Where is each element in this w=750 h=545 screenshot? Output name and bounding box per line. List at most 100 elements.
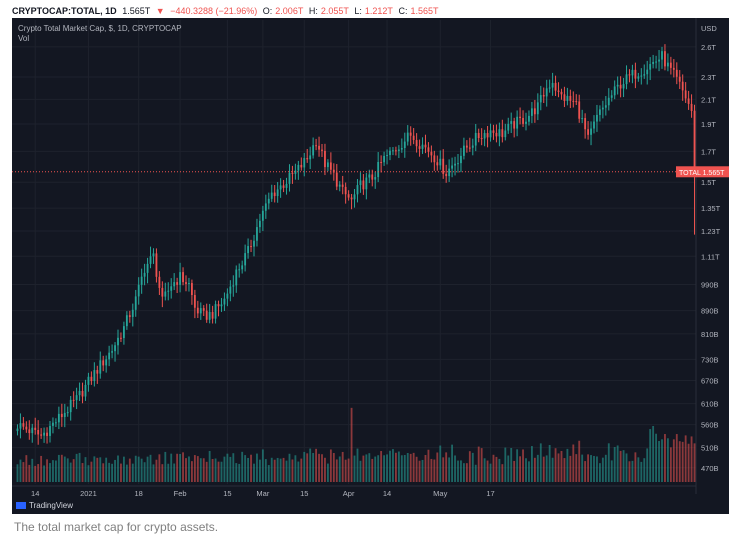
volume-bar — [137, 456, 140, 482]
candle-body — [185, 282, 187, 284]
volume-bar — [681, 441, 684, 482]
candle-body — [421, 144, 424, 149]
candle-body — [442, 158, 445, 174]
candle-body — [616, 84, 619, 87]
y-tick-label: 1.11T — [701, 252, 720, 261]
volume-bar — [664, 434, 666, 482]
volume-bar — [214, 458, 217, 482]
volume-bar — [471, 452, 474, 482]
candle-body — [471, 145, 474, 148]
volume-bar — [353, 455, 356, 482]
y-tick-label: 2.1T — [701, 95, 716, 104]
volume-bar — [63, 456, 66, 482]
volume-bar — [232, 453, 235, 482]
volume-bar — [474, 464, 477, 482]
volume-bar — [60, 454, 63, 482]
volume-bar — [575, 454, 578, 482]
candle-body — [566, 95, 569, 102]
volume-bar — [226, 453, 229, 482]
candle-body — [646, 69, 649, 75]
volume-bar — [507, 455, 510, 482]
volume-bar — [489, 463, 492, 482]
volume-bar — [516, 449, 519, 482]
volume-bar — [628, 461, 631, 482]
candle-body — [350, 197, 353, 200]
volume-bar — [451, 444, 454, 482]
volume-bar — [601, 457, 604, 482]
volume-bar — [409, 453, 412, 482]
volume-bar — [495, 456, 498, 482]
candle-body — [477, 132, 480, 139]
open-label: O: — [262, 6, 273, 16]
volume-bar — [78, 452, 81, 482]
volume-bar — [57, 454, 60, 482]
time-axis: 14 2021 18 Feb 15 Mar 15 Apr 14 May 17 — [12, 485, 696, 498]
volume-bar — [477, 446, 480, 482]
candle-body — [258, 220, 261, 228]
candle-body — [232, 285, 235, 287]
candle-body — [569, 95, 572, 101]
candle-body — [418, 146, 421, 149]
volume-series — [16, 407, 696, 482]
volume-bar — [356, 448, 359, 482]
y-tick-label: 560B — [701, 421, 719, 430]
volume-bar — [179, 453, 182, 482]
volume-bar — [309, 448, 312, 482]
volume-bar — [616, 445, 619, 482]
candle-body — [474, 132, 477, 146]
volume-bar — [134, 455, 137, 482]
volume-bar — [604, 454, 607, 482]
low-label: L: — [354, 6, 362, 16]
candle-body — [300, 164, 303, 168]
volume-bar — [155, 459, 158, 482]
candle-body — [96, 370, 99, 374]
last-price-tag — [676, 166, 729, 178]
candle-body — [548, 87, 551, 89]
volume-bar — [285, 460, 288, 482]
candle-body — [318, 145, 320, 150]
volume-bar — [513, 460, 516, 482]
candle-body — [536, 102, 539, 115]
candle-body — [504, 130, 507, 138]
y-tick-label: 610B — [701, 400, 719, 409]
candle-body — [223, 298, 226, 305]
volume-bar — [383, 455, 386, 482]
candle-body — [664, 51, 666, 67]
candle-body — [78, 390, 81, 396]
candle-body — [383, 155, 386, 163]
candlestick-chart[interactable]: 2.6T 2.3T 2.1T 1.9T 1.7T 1.5T 1.35T 1.23T 1.11T 9… — [12, 4, 729, 514]
volume-bar — [424, 454, 427, 482]
y-tick-label: 510B — [701, 444, 719, 453]
volume-bar — [300, 458, 303, 482]
brand-name: TradingView — [29, 501, 74, 510]
candle-body — [294, 170, 297, 174]
volume-bar — [400, 455, 403, 482]
candle-body — [182, 272, 184, 283]
volume-bar — [46, 459, 48, 482]
candle-body — [359, 180, 362, 186]
volume-bar — [344, 459, 347, 482]
volume-bar — [522, 449, 524, 482]
candle-body — [415, 140, 418, 147]
volume-bar — [655, 433, 658, 482]
symbol-label[interactable]: CRYPTOCAP:TOTAL, 1D — [12, 6, 117, 16]
candle-body — [321, 149, 323, 151]
volume-bar — [167, 463, 170, 482]
volume-bar — [108, 462, 111, 482]
volume-bar — [687, 443, 690, 482]
x-tick-label: 15 — [223, 489, 231, 498]
candle-body — [211, 311, 214, 319]
volume-bar — [569, 455, 572, 482]
volume-bar — [99, 457, 102, 482]
volume-bar — [297, 461, 300, 482]
volume-bar — [149, 454, 152, 482]
volume-bar — [386, 454, 388, 482]
candle-body — [392, 150, 394, 152]
volume-bar — [539, 443, 542, 482]
y-tick-label: 730B — [701, 355, 719, 364]
volume-bar — [188, 456, 190, 482]
volume-bar — [128, 458, 131, 482]
tradingview-logo[interactable]: TradingView — [16, 501, 73, 510]
volume-bar — [193, 455, 196, 482]
volume-bar — [690, 436, 693, 482]
